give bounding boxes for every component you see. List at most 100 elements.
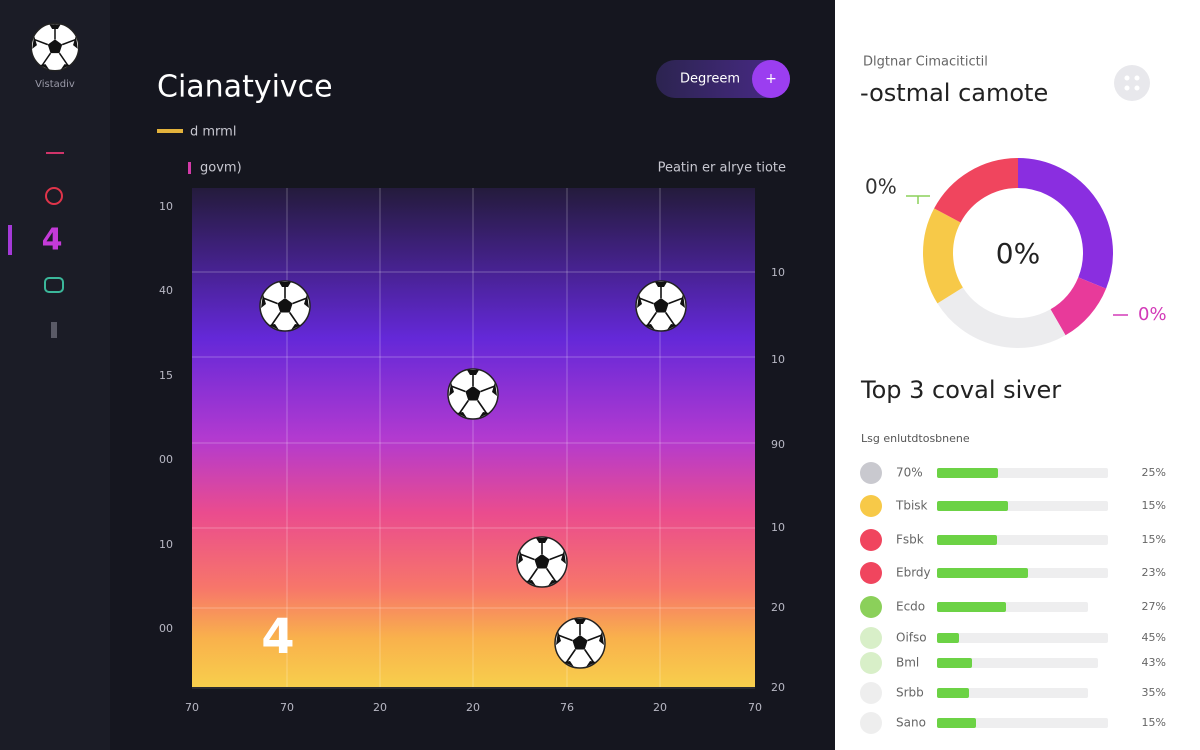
x-tick-label: 70 xyxy=(185,701,199,714)
y2-tick-label: 20 xyxy=(771,601,785,614)
legend-label: d mrml xyxy=(190,125,236,140)
row-icon xyxy=(860,462,882,484)
y-tick-label: 15 xyxy=(159,369,173,382)
list-caption: Lsg enlutdtosbnene xyxy=(861,432,970,445)
row-value: 15% xyxy=(1142,716,1166,729)
logo xyxy=(30,22,80,72)
row-value: 43% xyxy=(1142,656,1166,669)
row-value: 23% xyxy=(1142,566,1166,579)
row-bar xyxy=(937,602,1006,612)
donut-segment xyxy=(1017,158,1113,289)
nav-icon[interactable] xyxy=(45,187,63,205)
row-icon xyxy=(860,652,882,674)
row-label: Ebrdy xyxy=(896,566,931,580)
row-icon xyxy=(860,712,882,734)
overlay-number: 4 xyxy=(261,609,294,665)
donut xyxy=(923,158,1113,348)
row-icon xyxy=(860,627,882,649)
row-icon xyxy=(860,596,882,618)
nav-icon[interactable] xyxy=(44,277,64,293)
row-track xyxy=(937,718,1108,728)
row-bar xyxy=(937,688,969,698)
menu-dots xyxy=(1124,75,1140,91)
row-bar xyxy=(937,535,997,545)
donut-center: 0% xyxy=(996,237,1040,270)
y-tick-label: 00 xyxy=(159,453,173,466)
row-bar xyxy=(937,658,972,668)
page-title: Cianatyivce xyxy=(157,70,333,105)
nav-badge[interactable]: 4 xyxy=(42,223,63,258)
y-tick-label: 40 xyxy=(159,284,173,297)
series-label: govm) xyxy=(200,161,242,176)
x-tick-label: 76 xyxy=(560,701,574,714)
plot-note: Peatin er alrye tiote xyxy=(658,161,786,176)
row-icon xyxy=(860,562,882,584)
right-panel xyxy=(835,0,1200,750)
row-bar xyxy=(937,718,976,728)
list: 70% 25% Tbisk 15% Fsbk 15% Ebrdy 23% Ecdo 27% Oifs… xyxy=(860,462,1166,734)
row-value: 27% xyxy=(1142,600,1166,613)
row-icon xyxy=(860,495,882,517)
row-value: 45% xyxy=(1142,631,1166,644)
menu-button[interactable] xyxy=(1114,65,1150,101)
sidebar xyxy=(0,0,110,750)
x-tick-label: 20 xyxy=(373,701,387,714)
donut-segment xyxy=(937,286,1066,348)
row-icon xyxy=(860,682,882,704)
donut-segment xyxy=(934,158,1019,224)
row-label: 70% xyxy=(896,466,923,480)
y-tick-label: 00 xyxy=(159,622,173,635)
row-icon xyxy=(860,529,882,551)
ball-icon xyxy=(447,368,499,420)
donut-segment xyxy=(1050,276,1107,336)
y2-tick-label: 10 xyxy=(771,266,785,279)
y-tick-label: 10 xyxy=(159,200,173,213)
x-tick-label: 70 xyxy=(748,701,762,714)
donut-label: 0% xyxy=(865,175,897,199)
list-title: Top 3 coval siver xyxy=(860,376,1061,404)
panel-subtitle: Dlgtnar Cimacitictil xyxy=(863,55,988,70)
row-track xyxy=(937,688,1088,698)
button-icon: + xyxy=(765,71,777,87)
button-label: Degreem xyxy=(680,72,740,87)
row-value: 15% xyxy=(1142,533,1166,546)
row-bar xyxy=(937,568,1028,578)
row-bar xyxy=(937,468,998,478)
nav-icon[interactable] xyxy=(51,322,57,338)
ball-icon xyxy=(635,280,687,332)
panel-title: -ostmal camote xyxy=(860,79,1048,107)
y-tick-label: 10 xyxy=(159,538,173,551)
ball-icon xyxy=(259,280,311,332)
row-value: 15% xyxy=(1142,499,1166,512)
heatmap xyxy=(192,188,755,688)
row-value: 35% xyxy=(1142,686,1166,699)
row-track xyxy=(937,658,1098,668)
x-tick-label: 20 xyxy=(466,701,480,714)
nav-active xyxy=(8,225,12,255)
callout xyxy=(906,195,930,204)
row-label: Ecdo xyxy=(896,600,925,614)
donut-segment xyxy=(923,208,964,304)
row-label: Oifso xyxy=(896,631,927,645)
row-label: Fsbk xyxy=(896,533,924,547)
y2-tick-label: 90 xyxy=(771,438,785,451)
row-label: Tbisk xyxy=(895,499,928,513)
grid xyxy=(192,188,755,688)
series-swatch xyxy=(188,162,191,174)
row-bar xyxy=(937,633,959,643)
ball-icon xyxy=(516,536,568,588)
row-label: Sano xyxy=(896,716,926,730)
y2-tick-label: 10 xyxy=(771,521,785,534)
x-tick-label: 70 xyxy=(280,701,294,714)
ball-icon xyxy=(554,617,606,669)
row-label: Bml xyxy=(896,656,919,670)
button-icon-bg xyxy=(752,60,790,98)
row-value: 25% xyxy=(1142,466,1166,479)
row-bar xyxy=(937,501,1008,511)
y2-tick-label: 20 xyxy=(771,681,785,694)
row-track xyxy=(937,633,1108,643)
x-tick-label: 20 xyxy=(653,701,667,714)
brand: Vistadiv xyxy=(35,79,75,90)
